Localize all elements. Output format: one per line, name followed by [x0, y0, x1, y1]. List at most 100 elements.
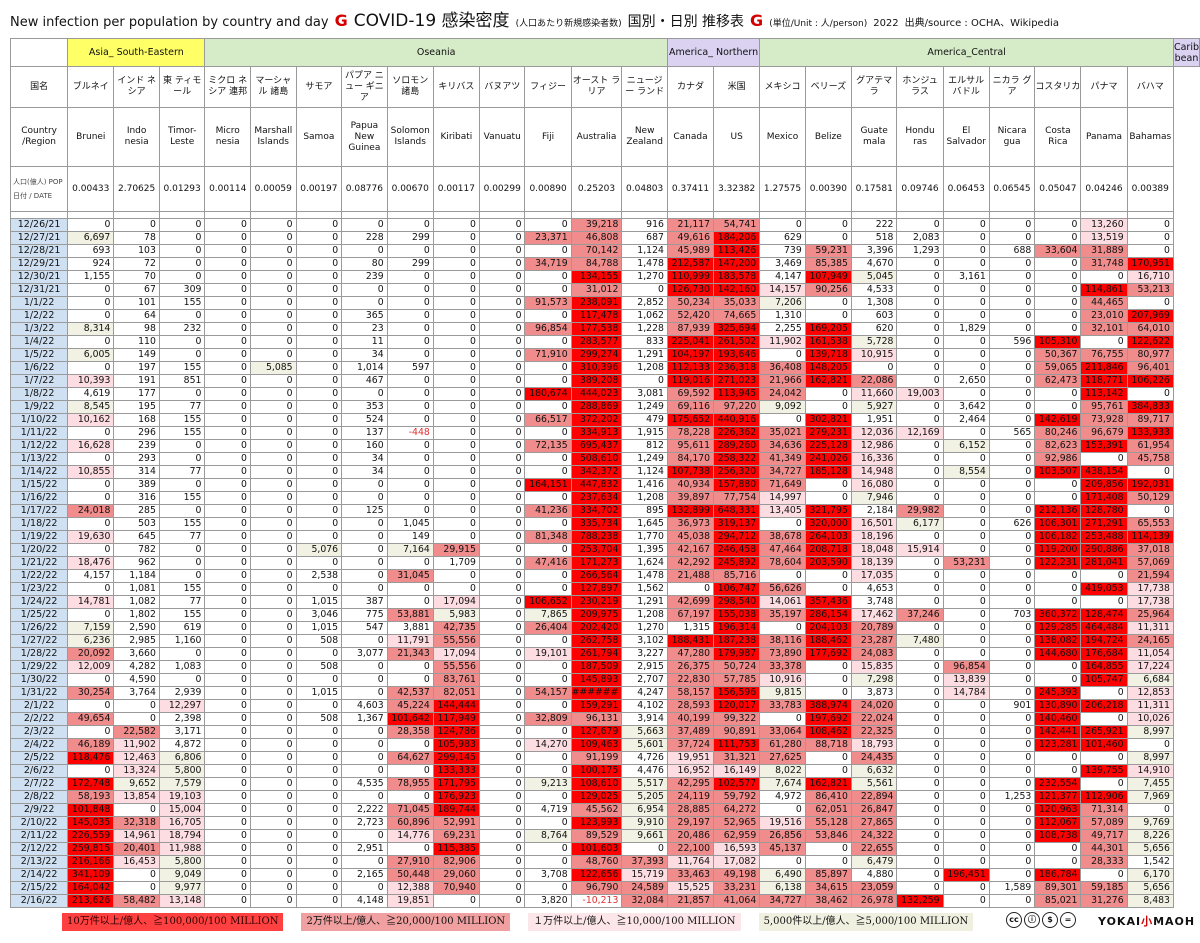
value-cell: 61,954: [1126, 439, 1174, 453]
date-cell: 1/19/22: [9, 530, 69, 544]
corner-pop-date-label: 人口(億人) POP 日付 / DATE: [9, 166, 69, 212]
value-cell: 5,656: [1126, 842, 1174, 856]
value-cell: 0: [896, 361, 944, 375]
value-cell: 2,650: [942, 374, 990, 388]
value-cell: 0: [1034, 283, 1082, 297]
value-cell: 109,463: [570, 738, 623, 752]
title-english: New infection per population by country …: [10, 15, 329, 30]
data-row: 1/20/22 0 782 0 0 0 5,076 0 7,164 29,915 0 0 253,704…: [9, 543, 1200, 557]
value-cell: 3,102: [621, 634, 668, 648]
value-cell: 73,928: [1080, 413, 1128, 427]
value-cell: 20,401: [113, 842, 160, 856]
value-cell: 126,730: [666, 283, 715, 297]
date-cell: 2/8/22: [9, 790, 69, 804]
value-cell: 11: [341, 335, 388, 349]
value-cell: 2,590: [113, 621, 160, 635]
value-cell: 194,724: [1080, 634, 1128, 648]
value-cell: 0: [295, 725, 343, 739]
value-cell: 0: [988, 569, 1036, 583]
value-cell: 98: [113, 322, 160, 336]
value-cell: 0: [1034, 387, 1082, 401]
value-cell: 372,202: [570, 413, 623, 427]
value-cell: 4,535: [341, 777, 388, 791]
value-cell: 0: [896, 478, 944, 492]
value-cell: 0: [249, 803, 297, 817]
value-cell: 55,128: [804, 816, 852, 830]
value-cell: 0: [942, 647, 990, 661]
value-cell: 4,872: [158, 738, 206, 752]
value-cell: 334,702: [570, 504, 623, 518]
value-cell: 26,847: [850, 803, 898, 817]
value-cell: 14,061: [759, 595, 806, 609]
value-cell: 225,128: [804, 439, 852, 453]
date-cell: 1/2/22: [9, 309, 69, 323]
value-cell: 0: [341, 738, 388, 752]
value-cell: 0: [804, 660, 852, 674]
value-cell: 0: [295, 894, 343, 908]
value-cell: 0: [988, 504, 1036, 518]
value-cell: 388,974: [804, 699, 852, 713]
value-cell: 687: [621, 231, 668, 245]
value-cell: 321,795: [804, 504, 852, 518]
value-cell: 74,665: [713, 309, 761, 323]
value-cell: 0: [113, 803, 160, 817]
value-cell: 0: [478, 647, 526, 661]
value-cell: 0: [295, 868, 343, 882]
data-row: 1/24/22 14,781 1,082 77 0 0 1,015 387 0 17,094 0 10…: [9, 595, 1200, 609]
population-value: 2.70625: [113, 166, 160, 212]
value-cell: 0: [432, 309, 480, 323]
value-cell: 49,616: [666, 231, 715, 245]
value-cell: 193,646: [713, 348, 761, 362]
value-cell: 0: [158, 504, 206, 518]
population-value: 1.27575: [759, 166, 806, 212]
value-cell: 0: [386, 283, 434, 297]
value-cell: 228: [341, 231, 388, 245]
value-cell: 1,124: [621, 465, 668, 479]
value-cell: 0: [478, 296, 526, 310]
value-cell: 0: [1080, 270, 1128, 284]
value-cell: 132,899: [666, 504, 715, 518]
value-cell: 65,553: [1126, 517, 1174, 531]
value-cell: 137: [341, 426, 388, 440]
value-cell: 0: [249, 829, 297, 843]
value-cell: 14,776: [386, 829, 434, 843]
value-cell: 0: [988, 556, 1036, 570]
value-cell: 0: [988, 829, 1036, 843]
value-cell: 0: [341, 244, 388, 258]
value-cell: 253,488: [1080, 530, 1128, 544]
value-cell: 389,208: [570, 374, 623, 388]
value-cell: 0: [478, 426, 526, 440]
value-cell: 0: [204, 452, 251, 466]
value-cell: 241,026: [804, 452, 852, 466]
value-cell: 55,556: [432, 634, 480, 648]
value-cell: 0: [249, 231, 297, 245]
value-cell: 34,719: [524, 257, 572, 271]
by-icon: ⓘ: [1024, 912, 1040, 928]
population-value: 0.04246: [1080, 166, 1128, 212]
value-cell: 0: [942, 426, 990, 440]
value-cell: 0: [204, 842, 251, 856]
data-row: 12/28/21 693 103 0 0 0 0 0 0 0 0 0 70,142 1,124 45,989…: [9, 244, 1200, 258]
value-cell: 9,213: [524, 777, 572, 791]
value-cell: 23: [341, 322, 388, 336]
value-cell: 0: [386, 244, 434, 258]
value-cell: 144,444: [432, 699, 480, 713]
value-cell: 0: [1080, 569, 1128, 583]
value-cell: 0: [988, 621, 1036, 635]
value-cell: 0: [896, 270, 944, 284]
value-cell: 0: [204, 751, 251, 765]
value-cell: 42,167: [666, 543, 715, 557]
value-cell: 15,914: [896, 543, 944, 557]
value-cell: 0: [204, 231, 251, 245]
corner-cell: [9, 38, 69, 67]
value-cell: 187,509: [570, 660, 623, 674]
value-cell: 138,082: [1034, 634, 1082, 648]
value-cell: 0: [804, 582, 852, 596]
value-cell: 114,139: [1126, 530, 1174, 544]
date-cell: 2/2/22: [9, 712, 69, 726]
country-jp-name: サモア: [295, 66, 343, 108]
value-cell: 4,282: [113, 660, 160, 674]
value-cell: 0: [896, 699, 944, 713]
region-header: Asia_ South-Eastern: [67, 38, 206, 67]
value-cell: 0: [1034, 309, 1082, 323]
